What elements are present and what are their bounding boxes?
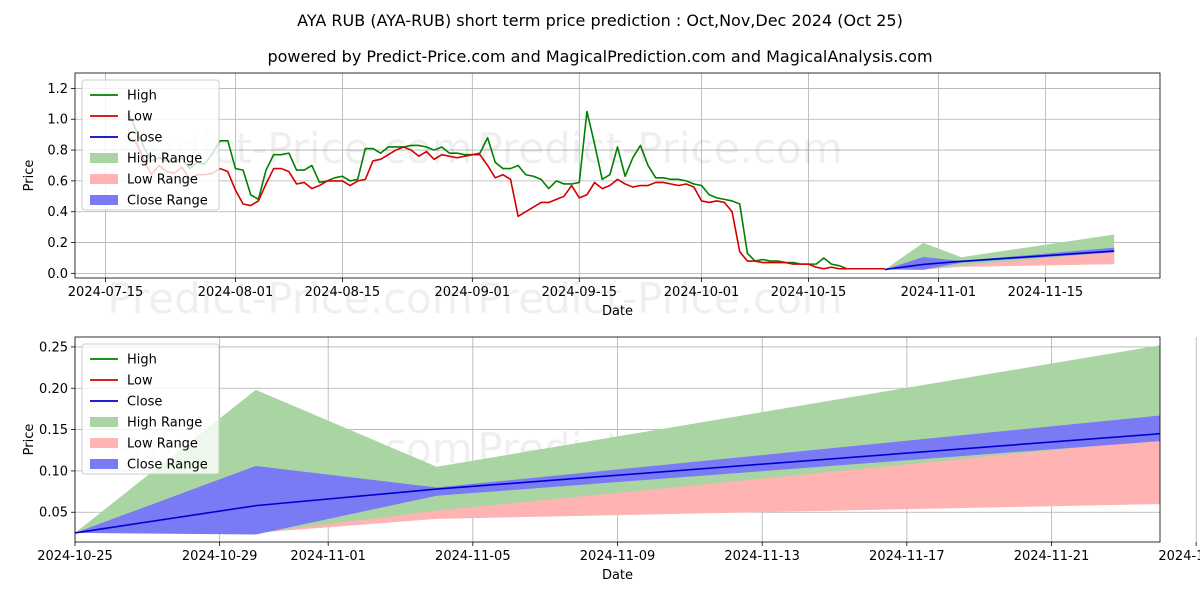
watermark: Predict-Price.com bbox=[107, 274, 472, 323]
y-axis-label: Price bbox=[22, 424, 37, 456]
x-tick-label: 2024-10-25 bbox=[37, 549, 113, 564]
y-tick-label: 0.05 bbox=[39, 506, 68, 521]
legend-swatch bbox=[90, 417, 118, 427]
legend-label: Low bbox=[127, 110, 153, 125]
high-series-line bbox=[127, 110, 885, 270]
x-tick-label: 2024-09-01 bbox=[435, 285, 511, 300]
x-tick-label: 2024-11-15 bbox=[1008, 285, 1084, 300]
legend-swatch bbox=[90, 438, 118, 448]
y-tick-label: 0.8 bbox=[47, 144, 68, 159]
y-tick-label: 0.0 bbox=[47, 267, 68, 282]
x-tick-label: 2024-08-15 bbox=[305, 285, 381, 300]
legend-swatch bbox=[90, 174, 118, 184]
x-tick-label: 2024-11-13 bbox=[724, 549, 800, 564]
legend-label: High bbox=[127, 89, 157, 104]
legend-label: High Range bbox=[127, 152, 202, 167]
x-tick-label: 2024-08-01 bbox=[198, 285, 274, 300]
low-range-band bbox=[884, 252, 1115, 270]
legend-label: Low Range bbox=[127, 173, 198, 188]
plot-frame bbox=[74, 72, 1161, 279]
legend-swatch bbox=[90, 195, 118, 205]
x-tick-label: 2024-10-29 bbox=[182, 549, 258, 564]
close-series-line bbox=[884, 250, 1115, 271]
legend-label: High Range bbox=[127, 416, 202, 431]
legend-label: Close Range bbox=[127, 458, 208, 473]
x-tick-label: 2024-09-15 bbox=[542, 285, 618, 300]
x-tick-label: 2024-11-21 bbox=[1014, 549, 1090, 564]
close-series-line bbox=[75, 432, 1160, 534]
x-tick-label: 2024-11-01 bbox=[901, 285, 977, 300]
y-tick-label: 0.4 bbox=[47, 205, 68, 220]
chart-subtitle: powered by Predict-Price.com and Magical… bbox=[267, 47, 932, 66]
y-tick-label: 0.15 bbox=[39, 423, 68, 438]
x-tick-label: 2024-10-15 bbox=[771, 285, 847, 300]
low-series-line bbox=[128, 137, 885, 270]
y-tick-label: 1.0 bbox=[47, 113, 68, 128]
x-tick-label: 2024-10-01 bbox=[664, 285, 740, 300]
legend-label: Low bbox=[127, 374, 153, 389]
x-tick-label: 2024-11-25 bbox=[1158, 549, 1200, 564]
legend-swatch bbox=[90, 459, 118, 469]
legend-label: Low Range bbox=[127, 437, 198, 452]
y-tick-label: 0.25 bbox=[39, 340, 68, 355]
legend-label: Close bbox=[127, 131, 162, 146]
y-axis-label: Price bbox=[22, 160, 37, 192]
x-axis-label: Date bbox=[602, 568, 633, 583]
x-tick-label: 2024-11-01 bbox=[290, 549, 366, 564]
x-tick-label: 2024-11-09 bbox=[580, 549, 656, 564]
x-axis-label: Date bbox=[602, 304, 633, 319]
legend-swatch bbox=[90, 153, 118, 163]
y-tick-label: 0.2 bbox=[47, 236, 68, 251]
plot-frame bbox=[74, 336, 1161, 543]
x-tick-label: 2024-11-05 bbox=[435, 549, 511, 564]
bottom-chart-panel: 2024-10-25 2024-10-29 2024-11-01 2024-11-05… bbox=[22, 336, 1200, 583]
legend-label: Close bbox=[127, 395, 162, 410]
watermark: Predict-Price.com bbox=[477, 124, 842, 173]
y-tick-label: 0.20 bbox=[39, 382, 68, 397]
y-tick-label: 1.2 bbox=[47, 82, 68, 97]
top-chart-panel: 2024-07-15 2024-08-01 2024-08-15 2024-09-01… bbox=[22, 72, 1161, 323]
x-tick-label: 2024-11-17 bbox=[869, 549, 945, 564]
chart-title: AYA RUB (AYA-RUB) short term price predi… bbox=[297, 11, 903, 30]
legend-label: Close Range bbox=[127, 194, 208, 209]
y-tick-label: 0.6 bbox=[47, 174, 68, 189]
y-tick-label: 0.10 bbox=[39, 464, 68, 479]
legend-label: High bbox=[127, 353, 157, 368]
watermark: Predict-Price.com bbox=[477, 274, 842, 323]
low-range-band bbox=[75, 439, 1160, 533]
x-tick-label: 2024-07-15 bbox=[68, 285, 144, 300]
